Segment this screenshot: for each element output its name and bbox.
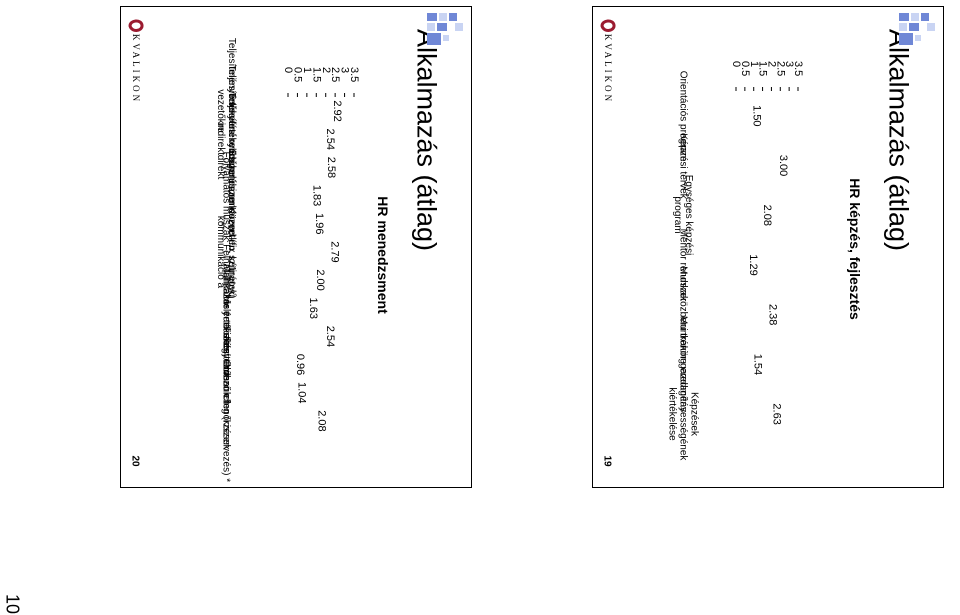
tick-label: 1.5	[757, 61, 769, 76]
bar-value-label: 2.54	[324, 129, 336, 150]
bar-value-label: 2.08	[761, 205, 773, 226]
bar-value-label: 2.00	[314, 269, 326, 290]
tick-label: 0.5	[739, 61, 751, 76]
bar-value-label: 1.04	[296, 382, 308, 403]
tick-label: 3	[339, 67, 351, 73]
slide-hr-training: 0 0.5 1 1.5 2 2.5 3 3.5 1.50 3.00 2.08 1.29 2.38 1.54…	[592, 6, 944, 488]
tick-label: 2	[766, 61, 778, 67]
bar-value-label: 2.92	[331, 100, 343, 121]
logo-text: KVALIKON	[603, 33, 613, 105]
slide-page-number: 19	[601, 455, 613, 467]
decorative-pattern-icon	[899, 13, 935, 45]
bar-value-label: 2.54	[324, 326, 336, 347]
tick-label: 1.5	[310, 67, 322, 82]
tick-label: 1	[748, 61, 760, 67]
bar-value-label: 2.79	[329, 241, 341, 262]
logo-text: KVALIKON	[131, 33, 141, 105]
slide-subtitle: HR menedzsment	[375, 196, 391, 314]
tick-label: 1	[301, 67, 313, 73]
company-logo: KVALIKON	[127, 17, 145, 104]
bar-value-label: 2.63	[771, 403, 783, 424]
tick-label: 3.5	[348, 67, 360, 82]
category-label: Képzések eredményességének kiértékelése	[666, 367, 700, 461]
bar-value-label: 0.96	[294, 354, 306, 375]
bar-value-label: 1.83	[311, 185, 323, 206]
tick-label: 2	[320, 67, 332, 73]
bar-value-label: 1.63	[307, 298, 319, 319]
chart-hr-training: 00.511.522.533.5 1.50 3.00 2.08 1.29 2.38 1.54…	[730, 61, 804, 425]
chart-hr-management: 00.511.522.533.5 2.92 2.54 2.581.83 1.96 2.79…	[282, 67, 360, 432]
tick-label: 0	[730, 61, 742, 67]
tick-label: 2.5	[774, 61, 786, 76]
slide-title: Alkalmazás (átlag)	[411, 28, 442, 252]
bar-value-label: 1.50	[751, 105, 763, 126]
decorative-pattern-icon	[427, 13, 463, 45]
bar-value-label: 1.29	[747, 254, 759, 275]
tick-label: 0	[282, 67, 294, 73]
bar-value-label: 3.00	[777, 155, 789, 176]
logo-mark-icon	[128, 19, 144, 32]
document-page-number: 10	[2, 593, 23, 615]
slide-subtitle: HR képzés, fejlesztés	[847, 178, 863, 320]
tick-label: 2.5	[329, 67, 341, 82]
tick-label: 0.5	[292, 67, 304, 82]
bar-value-label: 1.96	[313, 213, 325, 234]
logo-mark-icon	[600, 19, 616, 32]
bar-value-label: 2.58	[325, 157, 337, 178]
slide-page-number: 20	[129, 455, 141, 467]
slide-title: Alkalmazás (átlag)	[883, 28, 914, 252]
tick-label: 3.5	[792, 61, 804, 76]
bar-value-label: 1.54	[751, 354, 763, 375]
bar-value-label: 2.38	[766, 304, 778, 325]
tick-label: 3	[783, 61, 795, 67]
slide-hr-management: 0 0.5 1 1.5 2 2.5 3 3.5 2.92 2.54 2.58 1.83 1.96 2.79…	[120, 6, 472, 488]
company-logo: KVALIKON	[599, 17, 617, 104]
bar-value-label: 2.08	[315, 410, 327, 431]
category-label: Outsourcing (kiszervezés) *	[220, 359, 232, 483]
